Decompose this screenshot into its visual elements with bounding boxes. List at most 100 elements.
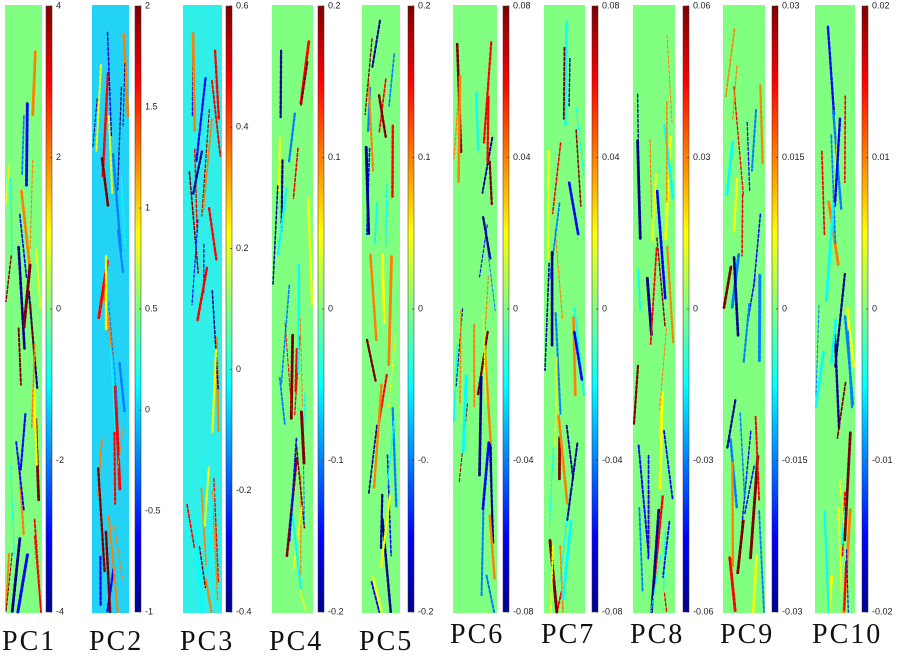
plant-stroke [565, 424, 575, 481]
plant-stroke [731, 461, 735, 570]
plant-stroke [92, 98, 98, 147]
colorbar-tick-label: 1 [145, 202, 150, 212]
plant-stroke [826, 25, 836, 118]
plant-stroke [198, 546, 207, 589]
plant-stroke [666, 34, 673, 123]
colorbar-tick-label: 0.2 [236, 243, 249, 253]
plant-stroke [388, 53, 396, 107]
colorbar-tick-label: 0.06 [693, 0, 711, 10]
plant-stroke [752, 213, 762, 289]
plant-stroke [575, 107, 585, 178]
plant-stroke [17, 245, 26, 350]
plant-stroke [97, 467, 106, 574]
plant-stroke [656, 237, 666, 327]
plant-stroke [572, 316, 577, 397]
plant-stroke [191, 219, 199, 306]
colorbar-tick-label: -0.03 [693, 455, 714, 465]
colorbar-tick-label: -0.08 [513, 606, 534, 616]
plant-stroke [385, 183, 388, 247]
colorbar-tick-label: 0.1 [328, 152, 341, 162]
plant-stroke [751, 554, 758, 614]
colorbar-tick-label: -0.2 [328, 606, 344, 616]
plant-stroke [364, 38, 373, 116]
plant-stroke [649, 247, 658, 345]
plant-stroke [651, 173, 657, 242]
colorbar-tick-label: 0 [513, 303, 518, 313]
plant-stroke [211, 290, 219, 390]
plant-stroke [843, 560, 848, 612]
colorbar-tick-label: 0.03 [782, 0, 800, 10]
colorbar-tick-label: 0.04 [602, 152, 620, 162]
colorbar-tick-label: 2 [145, 0, 150, 10]
plant-stroke [201, 109, 210, 217]
colorbar-tick-label: -0.5 [145, 505, 161, 515]
plant-stroke [650, 555, 662, 613]
plant-stroke [750, 108, 758, 172]
plant-stroke [546, 149, 550, 262]
colorbar-tick-label: 0 [872, 303, 877, 313]
plant-stroke [488, 160, 493, 206]
plant-stroke [833, 333, 841, 431]
colorbar-tick-label: -0.03 [782, 606, 803, 616]
colorbar-tick-label: -0.06 [693, 606, 714, 616]
plant-stroke [33, 518, 42, 613]
plant-stroke [298, 588, 307, 613]
panel-image [723, 5, 765, 613]
plant-stroke [101, 283, 115, 356]
plant-stroke [288, 437, 298, 542]
panel-label: PC4 [269, 626, 323, 657]
panel-label: PC8 [630, 619, 684, 650]
plant-stroke [554, 229, 564, 321]
plant-stroke [637, 444, 650, 556]
plant-stroke [650, 508, 661, 614]
plant-stroke [846, 330, 854, 409]
plant-stroke [726, 399, 737, 450]
plant-stroke [722, 265, 733, 310]
plant-stroke [120, 176, 126, 249]
plant-stroke [277, 136, 282, 193]
plant-stroke [116, 86, 123, 193]
plant-stroke [381, 517, 392, 614]
plant-stroke [372, 383, 383, 491]
plant-stroke [664, 135, 672, 241]
plant-stroke [116, 425, 124, 475]
plant-stroke [732, 177, 739, 235]
plant-stroke [32, 387, 38, 466]
plant-stroke [35, 249, 42, 309]
colorbar-tick-label: 0.4 [236, 122, 249, 132]
plant-stroke [10, 177, 13, 255]
plant-stroke [461, 374, 468, 454]
plant-stroke [113, 385, 122, 491]
plant-stroke [480, 501, 485, 597]
plant-stroke [823, 510, 830, 614]
plant-stroke [554, 356, 558, 446]
plant-stroke [824, 201, 835, 303]
colorbar-tick-label: -0.04 [513, 455, 534, 465]
plant-stroke [637, 268, 642, 311]
plant-stroke [15, 441, 25, 511]
plant-stroke [372, 576, 383, 614]
plant-stroke [299, 410, 306, 465]
plant-stroke [111, 153, 123, 253]
colorbar-tick-label: 0 [328, 303, 333, 313]
plant-stroke [732, 65, 738, 120]
plant-stroke [843, 431, 852, 542]
plant-stroke [200, 487, 207, 566]
plant-stroke [645, 276, 653, 336]
plant-stroke [107, 115, 114, 194]
plant-stroke [729, 438, 739, 511]
plant-stroke [836, 381, 847, 439]
plant-stroke [367, 81, 375, 172]
plant-stroke [207, 206, 218, 261]
plant-stroke [211, 348, 218, 433]
plant-stroke [213, 49, 221, 121]
plant-stroke [736, 519, 745, 575]
colorbar-tick-label: 0.015 [782, 152, 805, 162]
plant-stroke [746, 121, 751, 193]
colorbar-tick-label: 0.1 [418, 152, 431, 162]
plant-stroke [378, 78, 387, 133]
plant-stroke [739, 412, 746, 498]
panel-label: PC5 [359, 626, 413, 657]
plant-stroke [118, 361, 126, 414]
colorbar-tick-label: 0 [418, 303, 423, 313]
